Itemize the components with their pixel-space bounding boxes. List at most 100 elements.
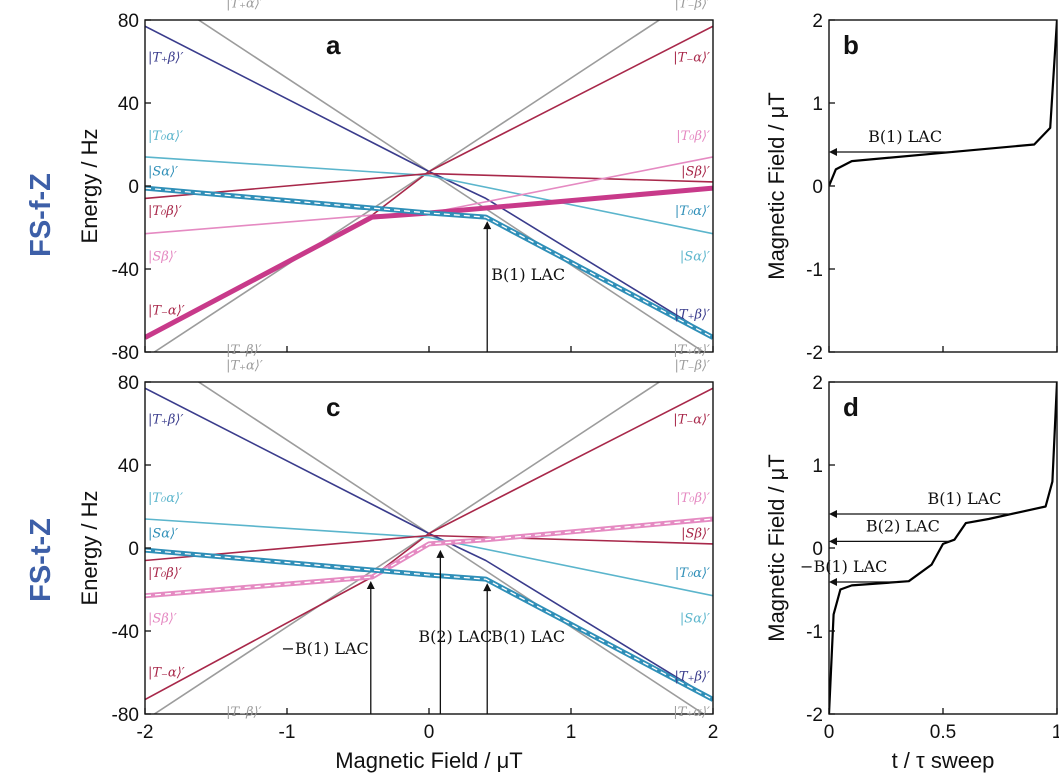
plot-area (145, 382, 713, 714)
y-tick-label: 80 (118, 373, 139, 394)
annotation-arrowhead (829, 578, 837, 587)
state-label-right: |Sα⟩′ (680, 612, 710, 627)
x-tick-label: 0 (824, 722, 835, 743)
series-line-4 (145, 156, 713, 235)
state-label-right: |T₋β⟩′ (675, 358, 711, 373)
row-label-fstz: FS-t-Z (25, 518, 57, 602)
plot-area (145, 20, 713, 352)
y-tick-label: 2 (812, 11, 823, 32)
state-label-right: |T₀β⟩′ (676, 491, 710, 506)
y-tick-label: -80 (112, 705, 139, 726)
panel-c-energy-chart: 80 40 0 -40 -80-2 -1 0 1 2 Energy / Hz Magnetic Fi… (77, 358, 719, 773)
plot-frame (828, 381, 1058, 715)
y-tick-label: 1 (812, 94, 823, 115)
y-axis-label: Magnetic Field / μT (764, 454, 789, 642)
annotation-arrowhead (483, 583, 492, 592)
state-label-left: |T₊α⟩′ (226, 0, 263, 11)
state-label-left: |Sβ⟩′ (148, 612, 177, 627)
state-label-right: |Sα⟩′ (680, 250, 710, 265)
annotation-arrowhead (436, 549, 445, 558)
series-line-3 (145, 387, 713, 701)
y-tick-label: 0 (128, 177, 139, 198)
state-label-left: |Sβ⟩′ (148, 250, 177, 265)
x-tick-label: -1 (279, 722, 296, 743)
plot-area (829, 382, 1057, 714)
annotation-arrowhead (829, 509, 837, 518)
state-label-left: |T₀α⟩′ (148, 129, 183, 144)
x-tick-label: 1 (1052, 722, 1059, 743)
panel-a-energy-chart: 80 40 0 -40 -80 Energy / Hz a |T₊α⟩′ |T₋β⟩′ |T₊β⟩… (77, 0, 714, 364)
x-tick-label: 0 (424, 722, 435, 743)
state-label-left: |T₀β⟩′ (148, 204, 182, 219)
x-axis-label: t / τ sweep (892, 748, 995, 773)
state-label-right: |T₊β⟩′ (675, 308, 711, 323)
y-tick-label: 1 (812, 456, 823, 477)
y-tick-label: 40 (118, 456, 139, 477)
plot-frame (828, 19, 1058, 353)
y-tick-label: -1 (806, 622, 823, 643)
panel-letter: d (843, 392, 859, 422)
state-label-right: |T₊α⟩′ (673, 705, 710, 720)
annotation-label: B(1) LAC (868, 127, 942, 146)
state-label-left: |Sα⟩′ (148, 526, 178, 541)
state-label-left: |T₊β⟩′ (148, 412, 184, 427)
annotation-label: −B(1) LAC (800, 557, 887, 576)
annotation-arrowhead (366, 581, 375, 590)
annotation-arrowhead (483, 221, 492, 230)
series-line-0 (829, 20, 1057, 187)
y-tick-label: 2 (812, 373, 823, 394)
y-axis-label: Energy / Hz (77, 491, 102, 606)
annotation-arrowhead (829, 147, 837, 156)
state-label-right: |T₊β⟩′ (675, 670, 711, 685)
x-tick-label: -2 (137, 722, 154, 743)
panel-letter: c (326, 392, 340, 422)
state-label-left: |T₀β⟩′ (148, 566, 182, 581)
series-line-9 (145, 547, 713, 702)
y-tick-label: -1 (806, 260, 823, 281)
y-tick-label: 0 (812, 539, 823, 560)
x-tick-label: 1 (566, 722, 577, 743)
x-tick-label: 2 (708, 722, 719, 743)
state-label-left: |T₊α⟩′ (226, 358, 263, 373)
state-label-left: |T₊β⟩′ (148, 50, 184, 65)
annotation-label: B(2) LAC (418, 627, 492, 646)
y-tick-label: 80 (118, 11, 139, 32)
state-label-right: |T₋α⟩′ (673, 50, 710, 65)
x-tick-label: 0.5 (930, 722, 956, 743)
y-tick-label: 40 (118, 94, 139, 115)
plot-area (829, 20, 1057, 187)
state-label-left: |T₀α⟩′ (148, 491, 183, 506)
y-tick-label: -80 (112, 343, 139, 364)
series-line-4 (145, 518, 713, 597)
series-dash-9 (145, 187, 713, 339)
annotation-arrowhead (829, 537, 837, 546)
state-label-left: |T₋α⟩′ (148, 304, 185, 319)
x-axis-label: Magnetic Field / μT (335, 748, 523, 773)
annotation-label: B(1) LAC (491, 627, 565, 646)
series-dash-8 (145, 518, 713, 597)
series-line-5 (145, 534, 713, 562)
state-label-left: |T₋β⟩′ (226, 705, 262, 720)
series-line-8 (145, 185, 713, 340)
series-dash-9 (145, 549, 713, 701)
state-label-left: |Sα⟩′ (148, 164, 178, 179)
panel-letter: a (326, 30, 341, 60)
row-label-fsfz: FS-f-Z (25, 173, 57, 257)
y-tick-label: -2 (806, 343, 823, 364)
state-label-left: |T₋α⟩′ (148, 666, 185, 681)
state-label-right: |T₀α⟩′ (675, 204, 710, 219)
state-label-right: |Sβ⟩′ (681, 164, 710, 179)
series-line-9 (145, 185, 713, 340)
series-line-5 (145, 172, 713, 200)
y-axis-label: Energy / Hz (77, 129, 102, 244)
y-tick-label: -40 (112, 260, 139, 281)
annotation-label: B(2) LAC (866, 516, 940, 535)
state-label-right: |T₀β⟩′ (676, 129, 710, 144)
panel-b-field-chart: 2 1 0 -1 -2 Magnetic Field / μT b B(1) LAC (764, 11, 1058, 364)
annotation-label: B(1) LAC (927, 489, 1001, 508)
y-tick-label: 0 (128, 539, 139, 560)
state-label-left: |T₋β⟩′ (226, 343, 262, 358)
series-line-2 (145, 387, 713, 701)
